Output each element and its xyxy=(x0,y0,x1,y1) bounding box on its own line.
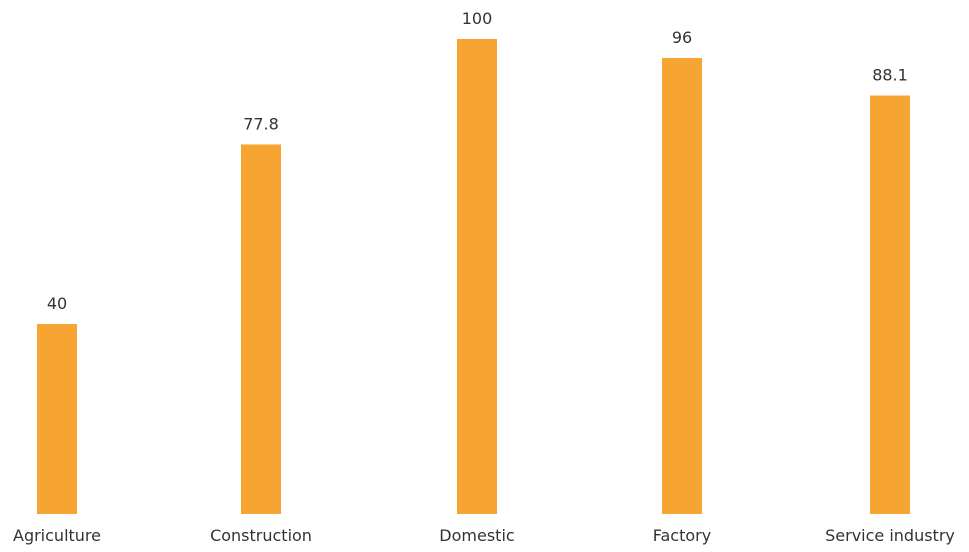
value-label: 96 xyxy=(672,28,692,47)
bar-domestic xyxy=(457,39,497,514)
category-label: Construction xyxy=(210,526,312,545)
value-labels-group: 40 77.8 100 96 88.1 xyxy=(47,9,908,313)
bars-group xyxy=(37,39,910,515)
bar-construction xyxy=(241,144,281,514)
category-label: Factory xyxy=(653,526,711,545)
value-label: 77.8 xyxy=(243,114,279,133)
category-label: Service industry xyxy=(825,526,955,545)
value-label: 40 xyxy=(47,294,67,313)
bar-agriculture xyxy=(37,324,77,514)
category-labels-group: Agriculture Construction Domestic Factory Se… xyxy=(13,526,955,545)
value-label: 88.1 xyxy=(872,66,908,85)
category-label: Agriculture xyxy=(13,526,101,545)
bar-factory xyxy=(662,58,702,514)
category-label: Domestic xyxy=(439,526,514,545)
value-label: 100 xyxy=(462,9,493,28)
bar-service-industry xyxy=(870,95,910,515)
